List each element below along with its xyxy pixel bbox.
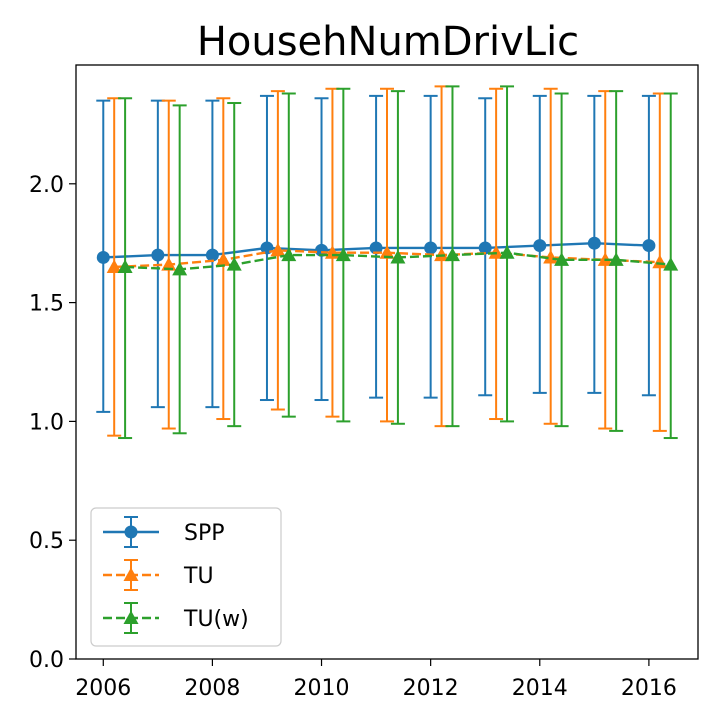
data-point [379,245,395,259]
series-spp [96,94,656,413]
series-tu-w- [117,85,679,440]
data-point [478,241,492,255]
y-tick-label: 1.0 [29,410,64,435]
data-point [444,247,460,262]
data-point [315,243,329,257]
legend-marker [123,610,139,624]
series-tu [106,85,668,437]
axes-layer: 2006 2008 2010 2012 2014 2016 0.0 0.5 1.0 1.5 2.0 [29,173,677,701]
data-point [96,250,110,264]
data-point [117,259,133,273]
plot-frame [75,64,699,660]
data-point [281,247,297,262]
data-point [587,236,601,250]
data-point [533,239,547,253]
data-point [499,245,515,259]
data-point [335,247,351,262]
data-point [488,245,504,259]
y-tick-label: 2.0 [29,173,64,198]
data-point [205,248,219,262]
data-point [608,252,624,266]
y-tick-label: 0.0 [29,648,64,673]
data-point [161,257,177,271]
data-point [151,248,165,262]
y-tick-label: 1.5 [29,292,64,317]
data-point [226,257,242,271]
legend-label: TU [183,564,214,589]
data-point [390,249,406,264]
legend-label: SPP [184,521,225,546]
x-tick-label: 2010 [294,676,350,701]
legend-marker [123,567,139,581]
x-tick-label: 2006 [75,676,131,701]
x-tick-label: 2016 [621,676,677,701]
legend-box [90,507,282,647]
data-point [554,252,570,266]
legend-marker [124,525,138,539]
chart-title: HousehNumDrivLic [197,19,579,65]
x-tick-label: 2012 [403,676,459,701]
x-tick-label: 2008 [184,676,240,701]
data-point [106,259,122,273]
data-point [434,247,450,262]
y-tick-label: 0.5 [29,529,64,554]
data-point [270,242,286,257]
data-point [172,261,188,276]
data-point [642,239,656,253]
data-point [369,241,383,255]
data-point [663,257,679,271]
legend: SPP TU TU(w) [90,507,282,647]
x-tick-label: 2014 [512,676,568,701]
series-layer [96,85,679,440]
data-point [424,241,438,255]
data-point [215,252,231,266]
legend-label: TU(w) [183,607,249,632]
